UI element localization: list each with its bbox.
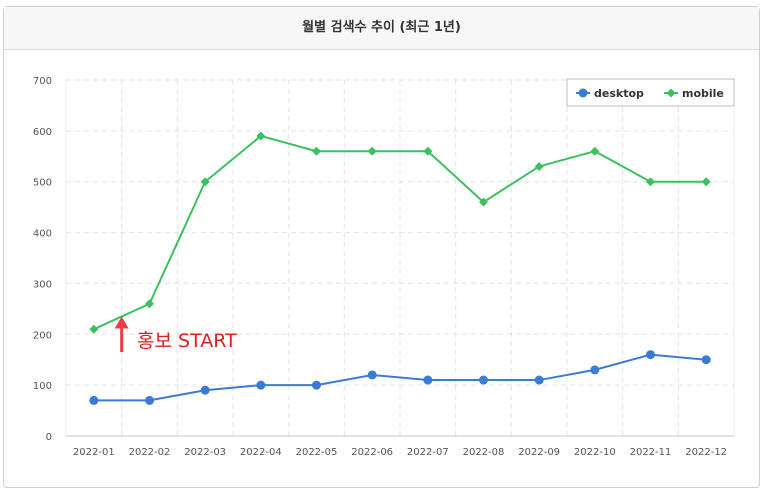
x-tick-label: 2022-02 [129,447,171,458]
x-tick-label: 2022-06 [351,447,393,458]
desktop-point [646,350,655,360]
legend-box [566,78,735,107]
desktop-point [423,375,433,385]
desktop-point [590,365,600,375]
y-tick-label: 500 [33,178,52,189]
mobile-point [423,146,433,156]
mobile-point [256,131,266,141]
mobile-point [200,177,210,187]
x-tick-label: 2022-12 [685,447,727,458]
mobile-point [590,146,600,156]
desktop-point [479,375,488,385]
legend: desktop mobile [566,78,735,107]
legend-label-desktop: desktop [594,87,644,100]
desktop-point [367,370,377,380]
x-tick-label: 2022-03 [184,447,226,458]
x-tick-label: 2022-08 [463,447,505,458]
mobile-point [89,324,99,334]
y-tick-label: 0 [46,432,52,443]
legend-label-mobile: mobile [682,87,724,100]
mobile-point [145,299,154,309]
desktop-point [701,355,711,365]
mobile-point [479,197,488,207]
annotation-arrow-head [114,316,129,329]
x-tick-label: 2022-10 [574,447,616,458]
x-tick-label: 2022-01 [73,447,115,458]
x-tick-label: 2022-11 [630,447,672,458]
annotation-label: 홍보 START [137,330,237,352]
desktop-point [256,380,266,390]
chart-title: 월별 검색수 추이 (최근 1년) [4,7,759,50]
desktop-point [200,385,210,395]
y-tick-label: 400 [33,229,52,240]
y-tick-label: 200 [33,330,52,341]
y-tick-label: 100 [33,381,52,392]
y-tick-label: 300 [33,279,52,290]
desktop-point [89,395,99,405]
x-tick-label: 2022-09 [518,447,560,458]
series-line-desktop [93,353,707,402]
mobile-point [534,161,544,171]
mobile-point [646,177,655,187]
desktop-point [534,375,544,385]
mobile-point [312,146,321,156]
desktop-point [145,395,154,405]
legend-marker-desktop [578,88,588,98]
y-tick-label: 600 [33,127,52,138]
legend-marker-mobile [666,88,676,98]
x-tick-label: 2022-04 [240,447,282,458]
x-tick-label: 2022-07 [407,447,449,458]
mobile-point [367,146,377,156]
desktop-point [312,380,321,390]
y-tick-label: 700 [33,76,52,87]
mobile-point [701,177,711,187]
x-tick-label: 2022-05 [296,447,338,458]
series-line-mobile [93,134,707,331]
